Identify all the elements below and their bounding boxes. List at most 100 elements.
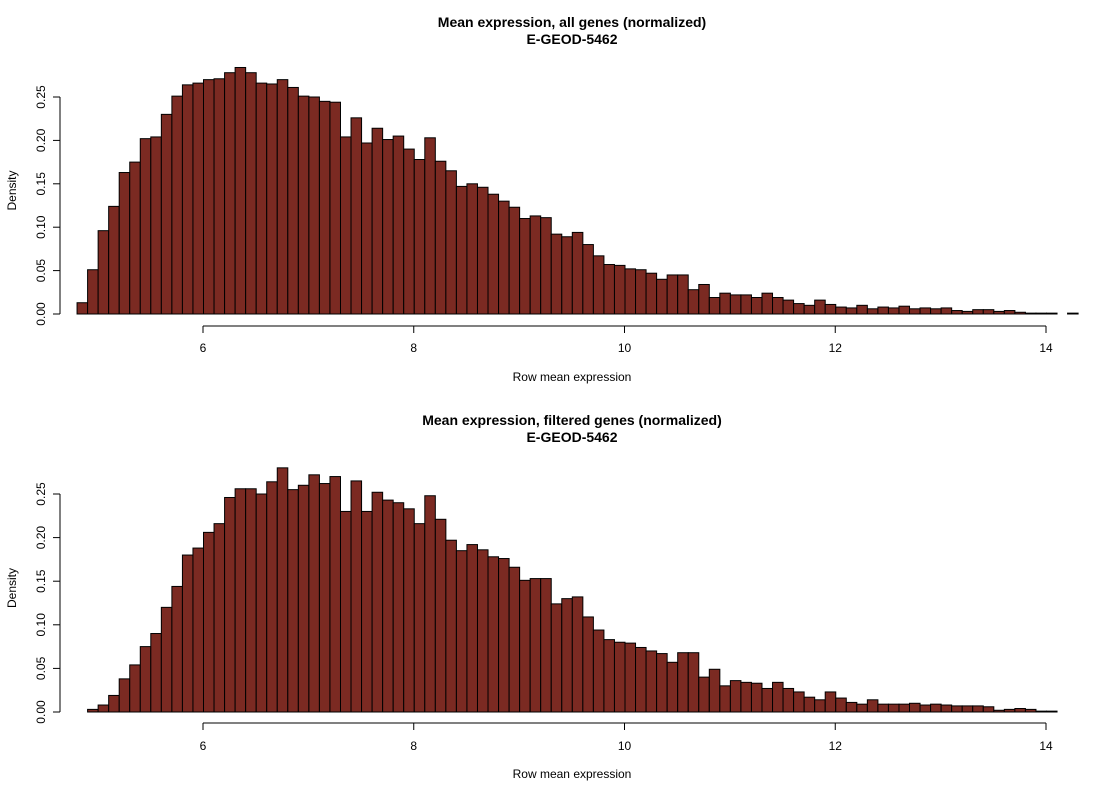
histogram-bar xyxy=(413,159,426,315)
histogram-bar xyxy=(793,303,805,315)
histogram-bar xyxy=(1003,708,1016,713)
histogram-bar xyxy=(793,691,805,713)
histogram-bar xyxy=(129,664,141,713)
chart-subtitle: E-GEOD-5462 xyxy=(526,31,617,47)
y-tick-label: 0.25 xyxy=(34,482,48,506)
histogram-bar xyxy=(445,170,457,315)
y-tick-label: 0.15 xyxy=(34,569,48,593)
y-tick-label: 0.00 xyxy=(34,700,48,724)
histogram-bar xyxy=(603,639,615,713)
histogram-bar xyxy=(993,310,1005,315)
histogram-bar xyxy=(213,523,226,713)
histogram-bar xyxy=(645,650,658,713)
histogram-bar xyxy=(909,308,921,315)
histogram-bar xyxy=(824,303,837,315)
histogram-bar xyxy=(466,183,478,315)
histogram-bar xyxy=(750,682,763,713)
histogram-bar xyxy=(498,558,510,713)
histogram-bar xyxy=(582,244,594,315)
histogram-bar xyxy=(656,278,668,315)
histogram-bar xyxy=(645,272,658,315)
histogram-bar xyxy=(287,86,299,315)
histogram-bar xyxy=(276,79,289,315)
x-tick-label: 8 xyxy=(410,739,417,753)
histogram-bar xyxy=(666,274,679,315)
histogram-bar xyxy=(329,476,341,713)
histogram-bar xyxy=(424,495,436,713)
histogram-bar xyxy=(856,304,868,315)
x-tick-label: 10 xyxy=(618,739,632,753)
histogram-bar xyxy=(234,488,247,713)
histogram-bar xyxy=(382,499,394,713)
histogram-bar xyxy=(508,206,521,315)
histogram-bar xyxy=(329,101,341,315)
histogram-bar xyxy=(592,629,605,713)
histogram-bar xyxy=(1046,710,1058,713)
histogram-bar xyxy=(719,292,731,315)
histogram-bar xyxy=(519,218,531,315)
histogram-bar xyxy=(171,585,183,713)
histogram-bar xyxy=(835,697,847,713)
histogram-bar xyxy=(424,137,436,315)
histogram-bar xyxy=(1024,708,1037,713)
histogram-bar xyxy=(887,307,900,315)
histogram-bar xyxy=(150,136,162,315)
histogram-bar xyxy=(898,305,911,315)
histogram-bar xyxy=(972,705,984,713)
histogram-bar xyxy=(150,633,162,713)
histogram-bar xyxy=(476,549,489,713)
histogram-bar xyxy=(297,95,310,315)
histogram-bar xyxy=(434,160,447,315)
histogram-bar xyxy=(392,502,405,713)
histogram-bar xyxy=(540,217,552,315)
x-tick-label: 12 xyxy=(829,341,843,355)
histogram-bar xyxy=(803,304,816,315)
histogram-bar xyxy=(603,264,615,315)
histogram-bar xyxy=(139,646,152,713)
histogram-bar xyxy=(213,78,226,315)
histogram-bar xyxy=(550,233,563,315)
x-tick-label: 8 xyxy=(410,341,417,355)
histogram-bar xyxy=(761,292,774,315)
histogram-bar xyxy=(350,117,363,315)
histogram-bar xyxy=(835,306,847,315)
histogram-bar xyxy=(571,596,584,713)
histogram-bar xyxy=(445,539,457,713)
histogram-bar xyxy=(308,96,320,315)
x-tick-label: 12 xyxy=(829,739,843,753)
histogram-bar xyxy=(382,139,394,315)
histogram-bar xyxy=(782,687,795,713)
histogram-bar xyxy=(1014,311,1026,315)
histogram-bar xyxy=(930,703,942,713)
histogram-bar xyxy=(719,685,731,713)
histogram-bar xyxy=(255,82,268,315)
histogram-bar xyxy=(740,681,752,713)
histogram-bar xyxy=(234,66,247,315)
histogram-bar xyxy=(656,653,668,713)
histogram-bar xyxy=(276,467,289,713)
histogram-bar xyxy=(982,706,995,713)
histogram-bar xyxy=(476,186,489,315)
histogram-bar xyxy=(97,704,110,713)
histogram-bar xyxy=(961,705,974,713)
histogram-bar xyxy=(687,652,700,713)
histogram-bar xyxy=(930,308,942,315)
histogram-bar xyxy=(613,264,626,315)
histogram-bar xyxy=(529,578,542,713)
histogram-bar xyxy=(108,694,120,713)
x-tick-label: 10 xyxy=(618,341,632,355)
histogram-bar xyxy=(1014,708,1026,713)
x-tick-label: 14 xyxy=(1039,739,1053,753)
y-tick-label: 0.15 xyxy=(34,172,48,196)
histogram-bar xyxy=(508,566,521,713)
histogram-bar xyxy=(245,72,257,315)
histogram-bar xyxy=(139,138,152,315)
histogram-bar xyxy=(877,703,889,713)
histogram-bar xyxy=(951,705,963,713)
histogram-bar xyxy=(708,297,721,315)
y-tick-label: 0.05 xyxy=(34,259,48,283)
histogram-bar xyxy=(677,652,689,713)
histogram-bar xyxy=(181,554,194,713)
histogram-bar xyxy=(297,484,310,713)
